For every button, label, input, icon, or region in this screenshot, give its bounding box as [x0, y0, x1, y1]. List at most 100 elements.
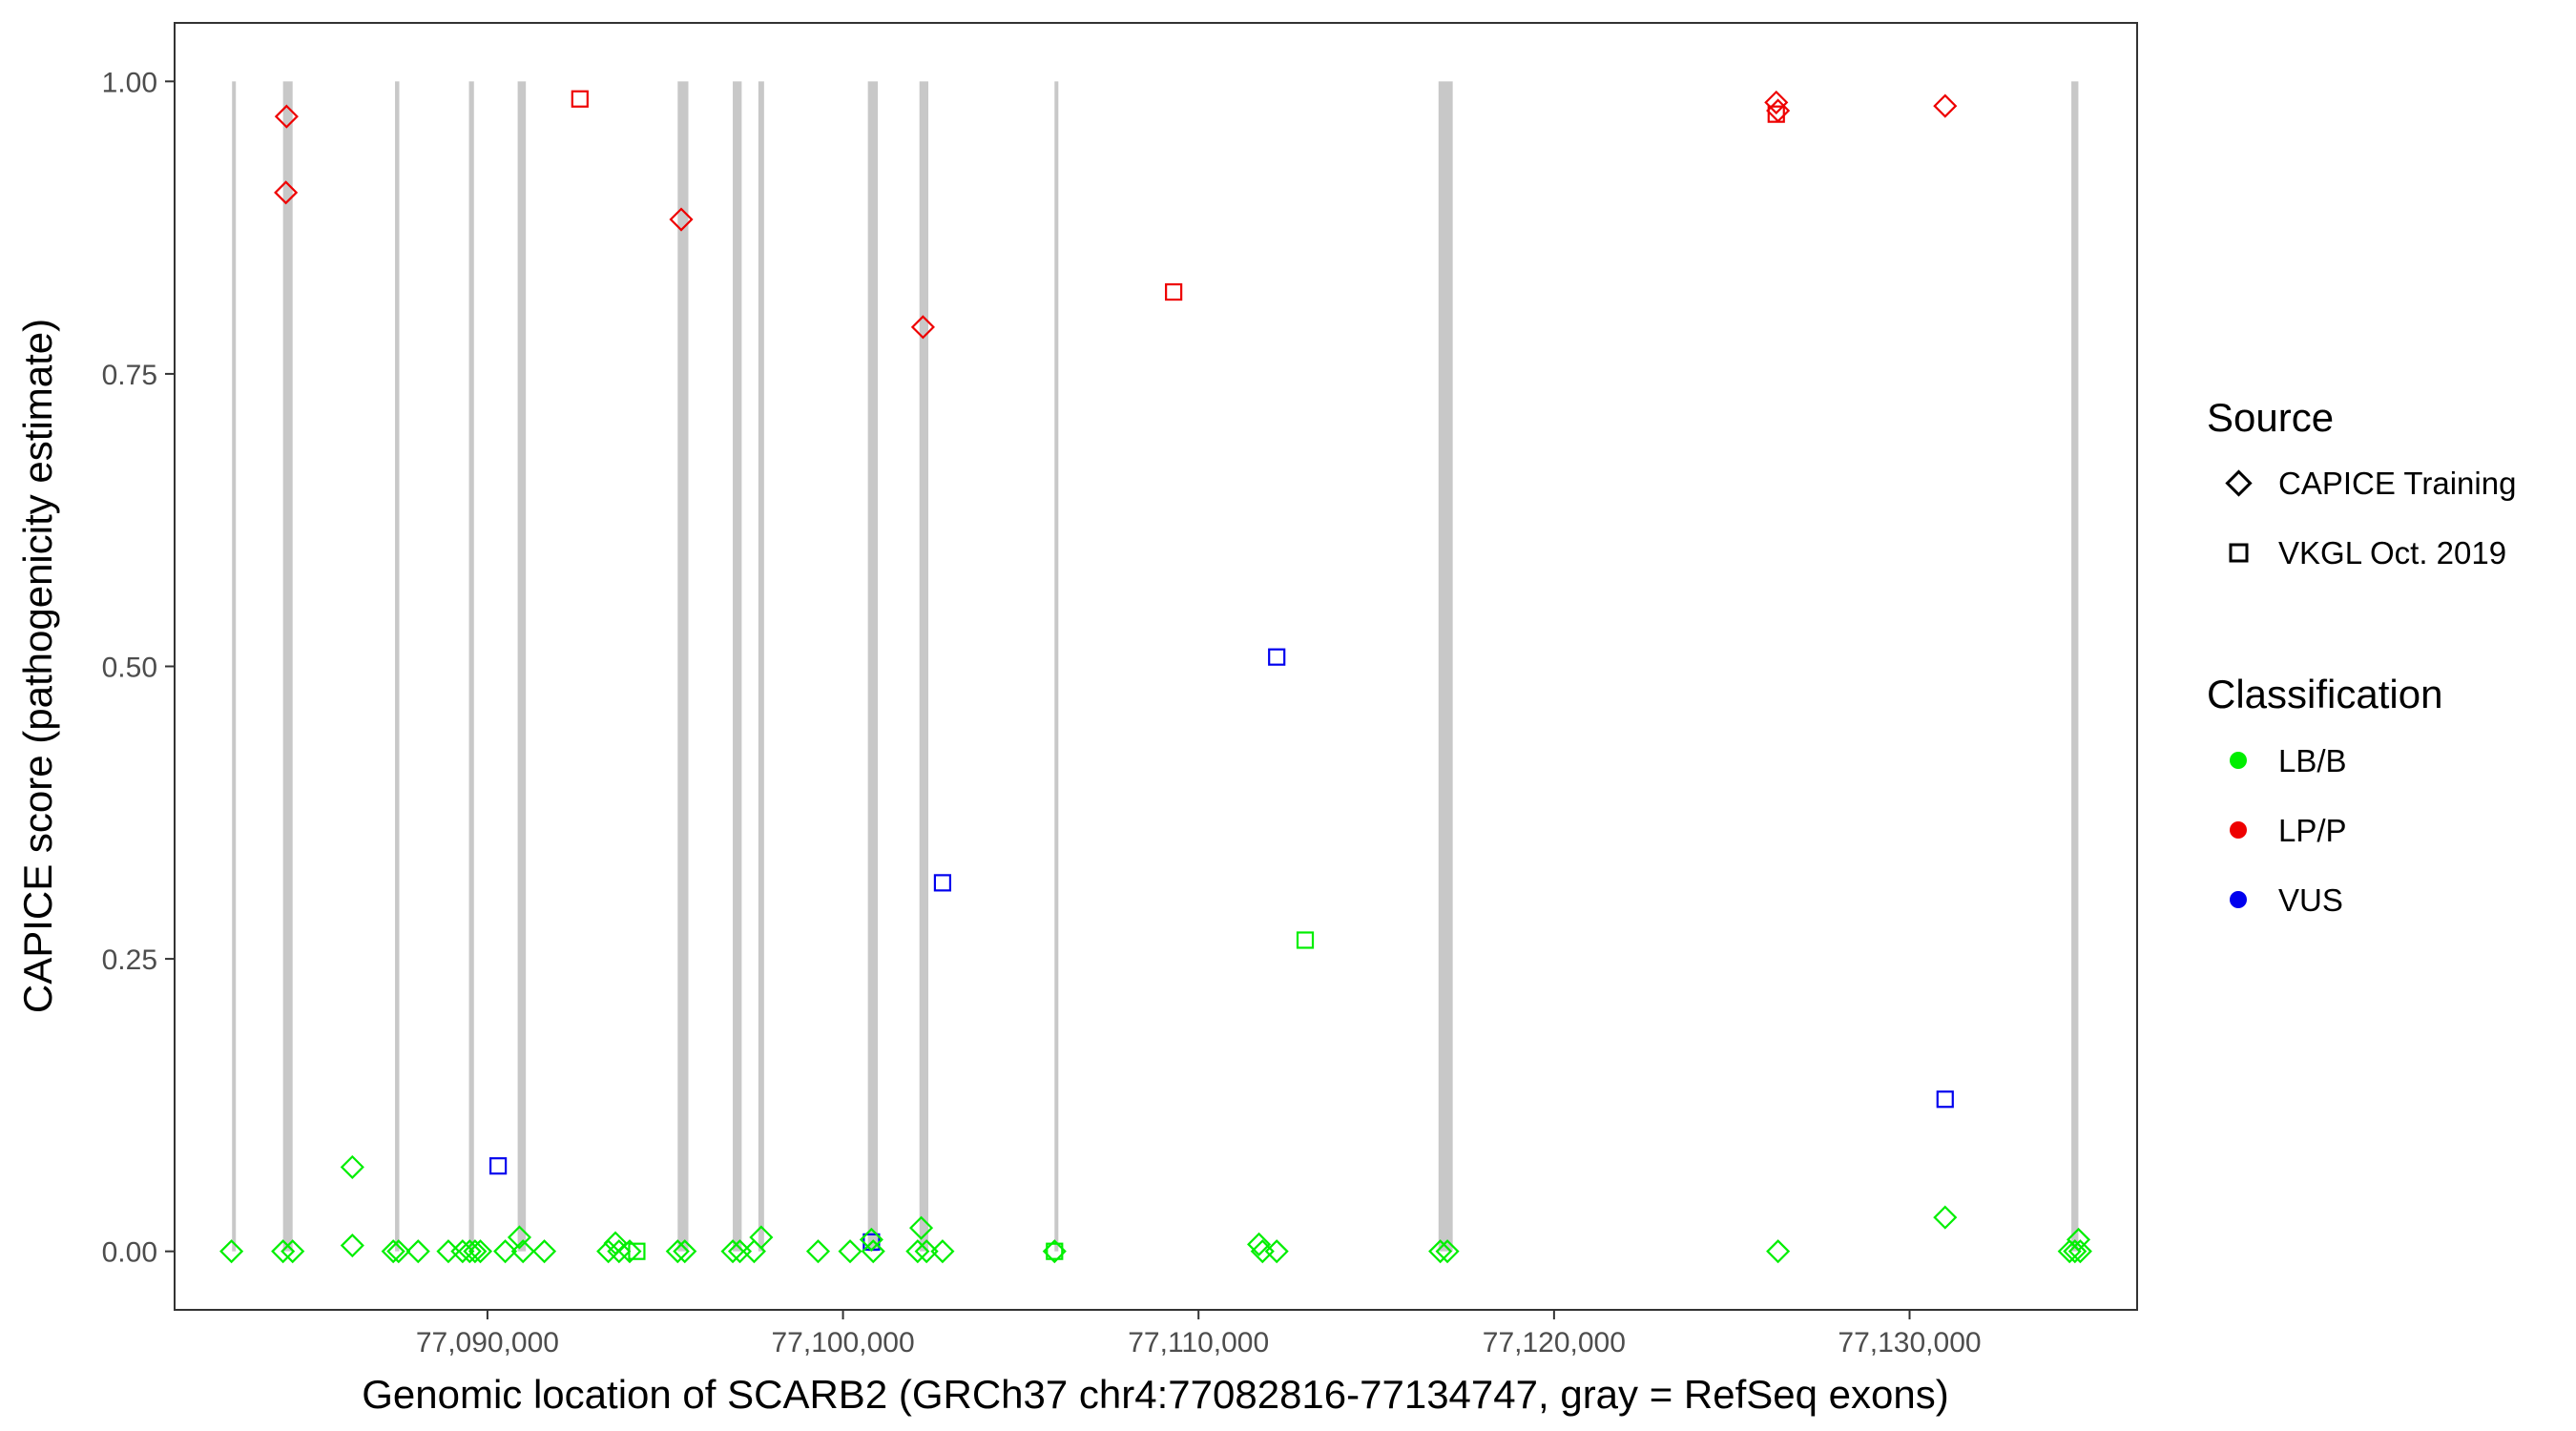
data-point-diamond: [914, 1239, 939, 1264]
exon-band: [733, 81, 742, 1252]
y-tick-label: 1.00: [102, 67, 157, 98]
data-point-diamond: [720, 1239, 745, 1264]
y-tick-label: 0.25: [102, 944, 157, 976]
data-point-diamond: [1764, 90, 1789, 114]
data-point-diamond: [1264, 1239, 1289, 1264]
data-point-diamond: [861, 1239, 885, 1264]
data-point-diamond: [1042, 1239, 1067, 1264]
data-point-diamond: [617, 1239, 642, 1264]
data-point-diamond: [450, 1239, 475, 1264]
data-point-diamond: [669, 207, 694, 232]
x-axis-title: Genomic location of SCARB2 (GRCh37 chr4:…: [362, 1372, 1948, 1417]
x-tick-label: 77,120,000: [1483, 1327, 1626, 1358]
data-point-diamond: [510, 1239, 535, 1264]
y-tick-label: 0.75: [102, 360, 157, 391]
data-point-diamond: [405, 1239, 430, 1264]
exon-bands: [232, 81, 2079, 1252]
data-point-diamond: [493, 1239, 518, 1264]
legend-source-title: Source: [2207, 395, 2334, 440]
data-point-diamond: [665, 1239, 690, 1264]
legend-square-key: [2229, 543, 2249, 563]
data-point-square: [1046, 1242, 1064, 1260]
exon-band: [1054, 81, 1059, 1252]
data-point-diamond: [1933, 93, 1958, 118]
data-point-diamond: [2063, 1239, 2088, 1264]
data-point-diamond: [607, 1239, 632, 1264]
data-point-diamond: [1766, 1239, 1791, 1264]
legend-lbb-key: [2230, 752, 2247, 769]
y-tick-label: 0.50: [102, 653, 157, 684]
data-point-diamond: [1933, 1205, 1958, 1230]
data-point-diamond: [280, 1239, 305, 1264]
exon-band: [468, 81, 474, 1252]
data-point-square: [571, 90, 589, 108]
y-axis-title: CAPICE score (pathogenicity estimate): [15, 319, 60, 1013]
exon-band: [2071, 81, 2079, 1252]
data-point-diamond: [910, 315, 935, 340]
data-point-diamond: [859, 1227, 883, 1252]
data-point-diamond: [340, 1154, 364, 1179]
data-point-diamond: [274, 180, 299, 205]
data-point-diamond: [741, 1239, 766, 1264]
legend: Source CAPICE Training VKGL Oct. 2019 Cl…: [2207, 395, 2516, 918]
legend-label-lpp: LP/P: [2278, 813, 2347, 848]
x-axis: 77,090,000 77,100,000 77,110,000 77,120,000…: [416, 1310, 1982, 1358]
data-point-diamond: [838, 1239, 862, 1264]
x-tick-label: 77,100,000: [771, 1327, 914, 1358]
data-point-diamond: [596, 1239, 621, 1264]
data-point-diamond: [908, 1215, 934, 1240]
data-points: [219, 90, 2092, 1264]
data-point-diamond: [271, 1239, 296, 1264]
x-tick-label: 77,130,000: [1838, 1327, 1981, 1358]
x-tick-label: 77,090,000: [416, 1327, 559, 1358]
data-point-square: [1767, 105, 1785, 123]
legend-classification-title: Classification: [2207, 672, 2442, 716]
data-point-square: [1165, 282, 1183, 301]
legend-diamond-key: [2225, 469, 2253, 497]
legend-label-vkgl: VKGL Oct. 2019: [2278, 535, 2506, 570]
data-point-diamond: [381, 1239, 405, 1264]
data-point-diamond: [673, 1239, 697, 1264]
data-point-diamond: [463, 1239, 488, 1264]
y-tick-label: 0.00: [102, 1237, 157, 1269]
data-point-diamond: [219, 1239, 244, 1264]
data-point-diamond: [2067, 1239, 2092, 1264]
x-tick-label: 77,110,000: [1128, 1327, 1269, 1358]
data-point-diamond: [805, 1239, 831, 1264]
data-point-diamond: [457, 1239, 482, 1264]
data-point-diamond: [1247, 1232, 1272, 1256]
data-point-diamond: [1428, 1239, 1453, 1264]
exon-band: [1438, 81, 1453, 1252]
data-point-diamond: [340, 1233, 364, 1258]
legend-label-lbb: LB/B: [2278, 743, 2347, 778]
data-point-square: [1296, 931, 1315, 949]
exon-band: [758, 81, 764, 1252]
exon-band: [517, 81, 527, 1252]
exon-band: [282, 81, 293, 1252]
data-point-square: [1268, 648, 1286, 666]
y-axis: 0.00 0.25 0.50 0.75 1.00: [102, 67, 175, 1269]
legend-label-capice-training: CAPICE Training: [2278, 466, 2516, 501]
exon-band: [919, 81, 929, 1252]
legend-vus-key: [2230, 891, 2247, 908]
data-point-diamond: [930, 1239, 955, 1264]
data-point-diamond: [2057, 1239, 2082, 1264]
data-point-diamond: [531, 1239, 557, 1264]
data-point-square: [1936, 1090, 1954, 1109]
data-point-square: [933, 874, 952, 892]
data-point-diamond: [467, 1239, 493, 1264]
data-point-diamond: [507, 1225, 532, 1250]
data-point-diamond: [386, 1239, 411, 1264]
legend-lpp-key: [2230, 821, 2247, 839]
data-point-diamond: [274, 104, 299, 129]
exon-band: [395, 81, 400, 1252]
data-point-diamond: [905, 1239, 930, 1264]
exon-band: [232, 81, 237, 1252]
exon-band: [677, 81, 689, 1252]
exon-band: [867, 81, 879, 1252]
data-point-square: [489, 1157, 508, 1175]
legend-label-vus: VUS: [2278, 882, 2343, 918]
data-point-diamond: [1435, 1239, 1460, 1264]
